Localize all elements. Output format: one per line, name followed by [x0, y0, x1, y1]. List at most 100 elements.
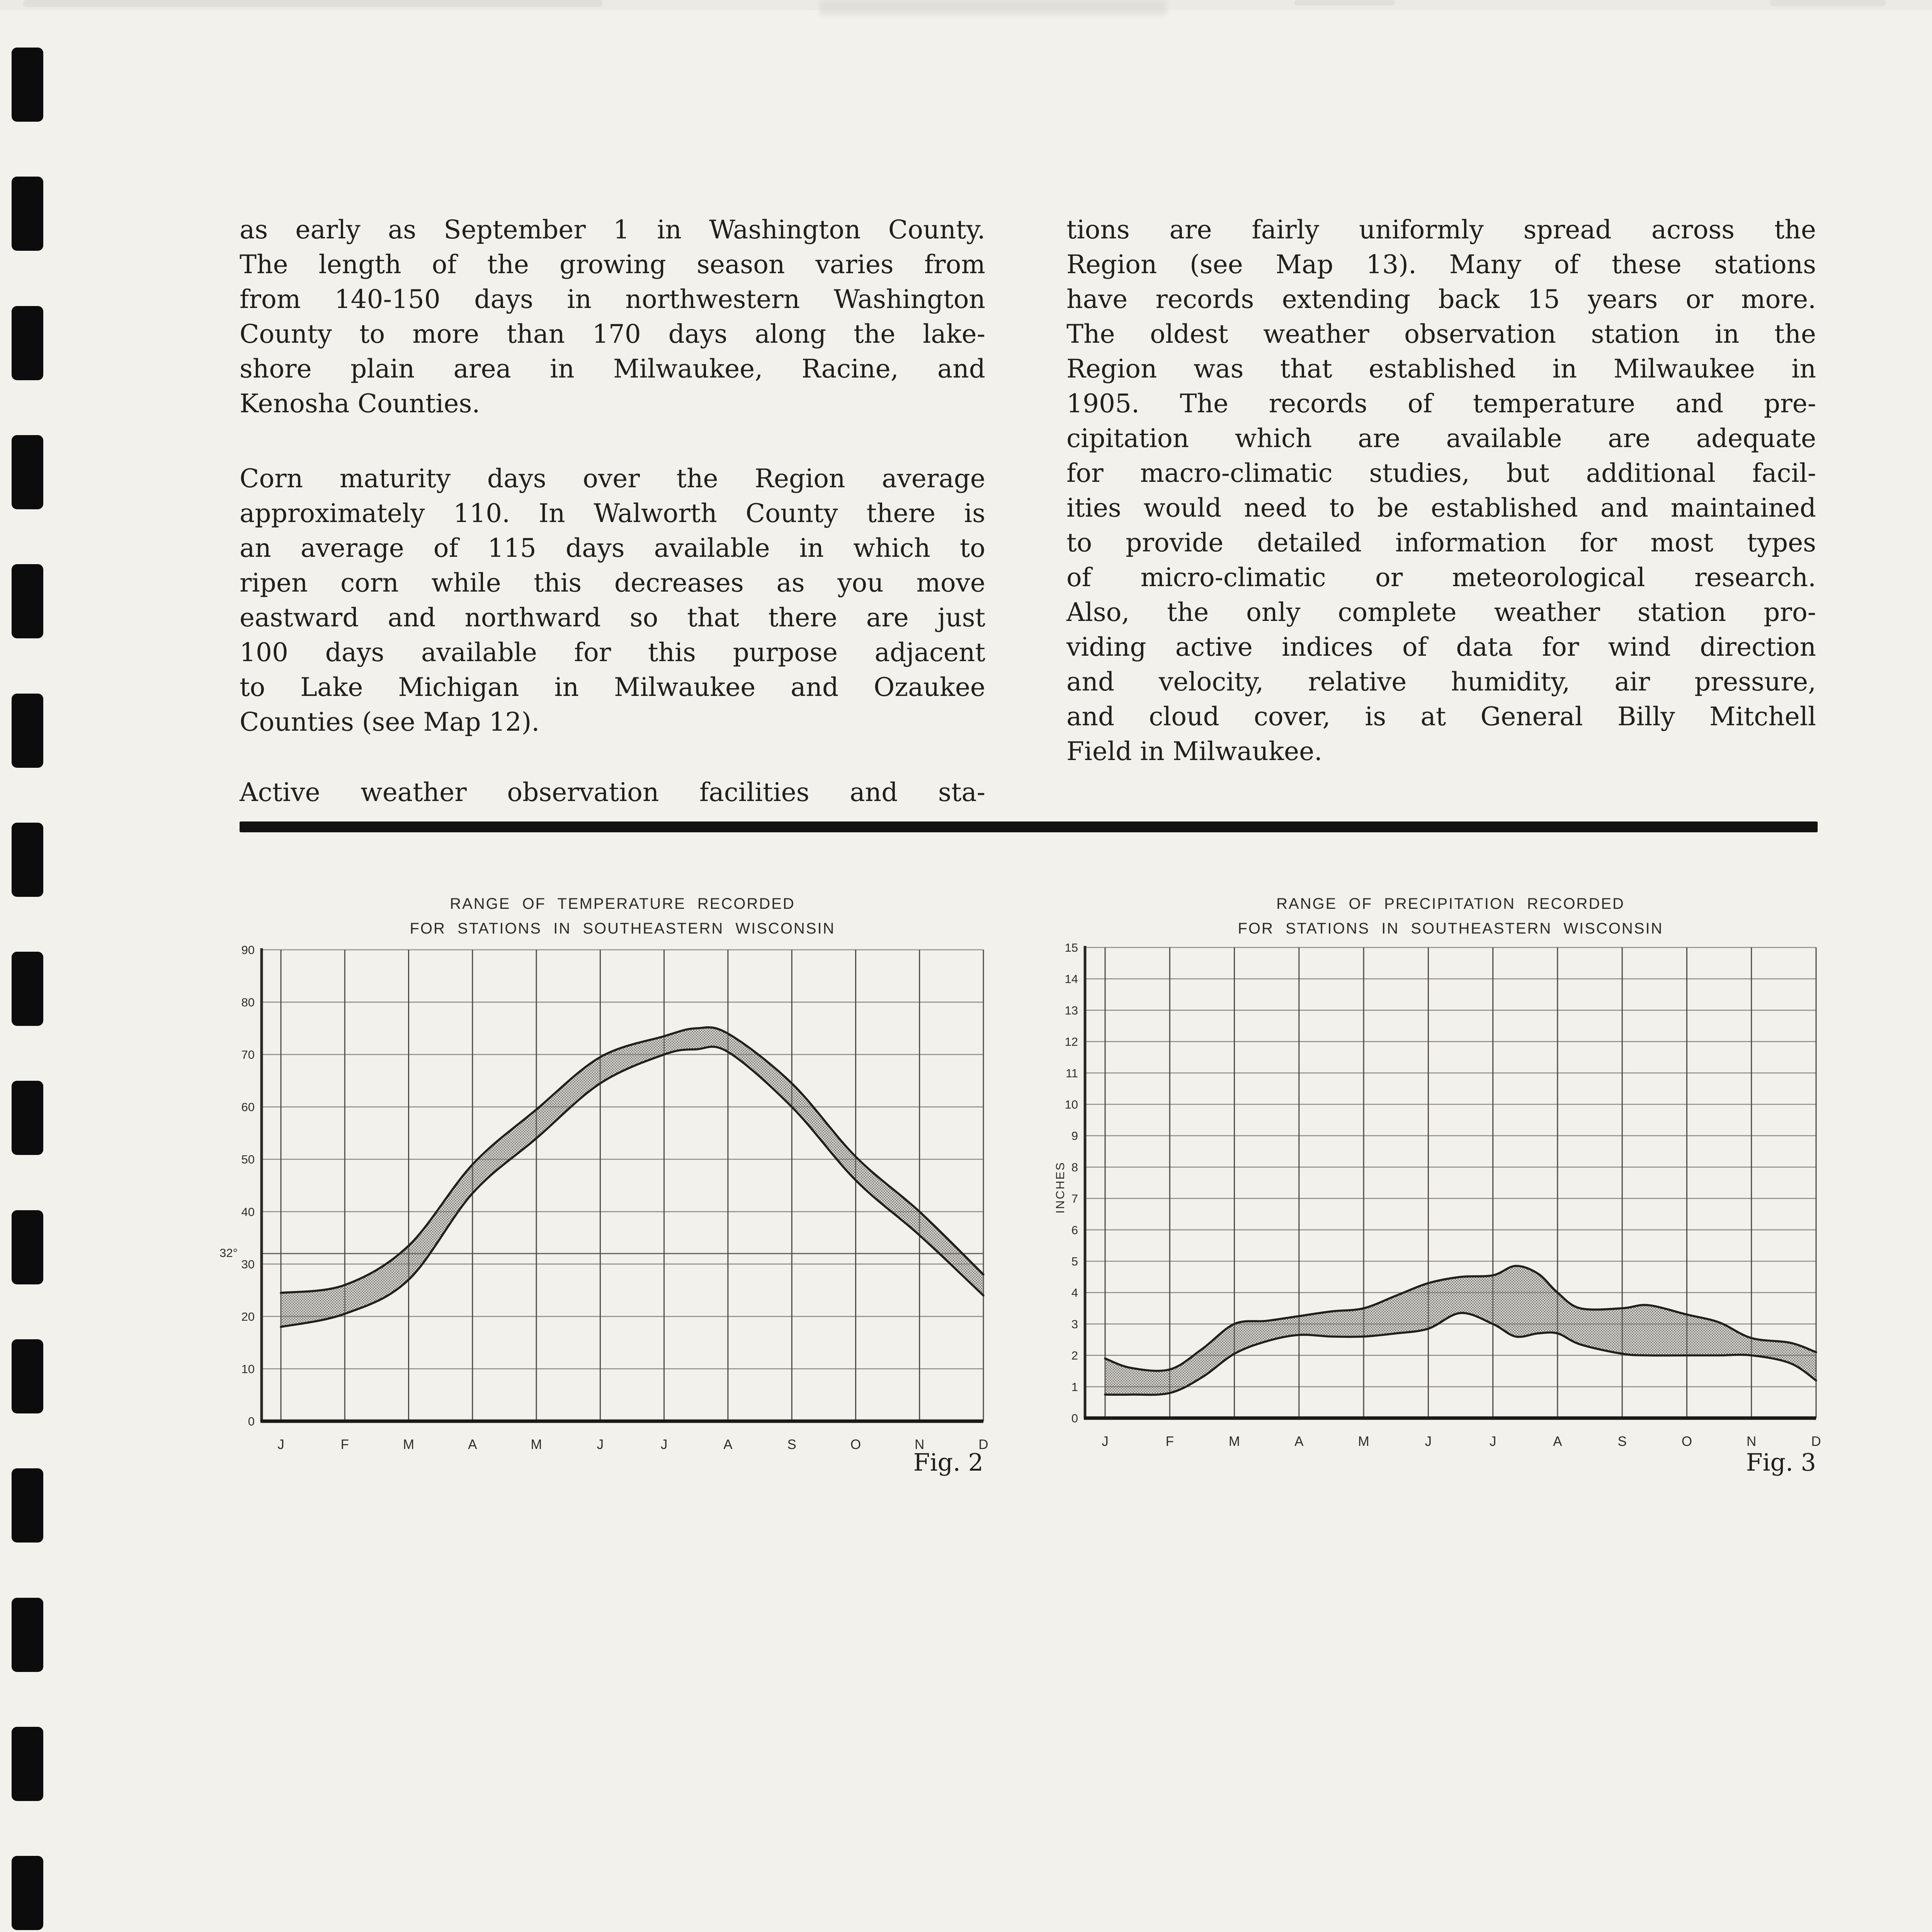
figure-caption-fig3: Fig. 3 [1746, 1448, 1816, 1476]
y-tick-label: 15 [1065, 941, 1078, 954]
scan-smudge [1770, 0, 1886, 6]
y-tick-label: 6 [1071, 1223, 1078, 1237]
range-band-lower-edge [1104, 1312, 1817, 1396]
text-line: Kenosha Counties. [240, 389, 480, 418]
month-label: S [1618, 1434, 1627, 1449]
binding-hole [12, 1210, 43, 1284]
scan-smudge [23, 0, 603, 7]
text-line: for macro-climatic studies, but addition… [1066, 458, 1816, 488]
text-line: as early as September 1 in Washington Co… [240, 215, 985, 245]
text-line: viding active indices of data for wind d… [1066, 632, 1816, 662]
y-tick-label: 20 [242, 1310, 255, 1323]
y-tick-label: 1 [1071, 1380, 1078, 1394]
text-line: 100 days available for this purpose adja… [240, 638, 985, 667]
binding-hole [12, 693, 43, 768]
y-tick-label: 3 [1071, 1317, 1078, 1331]
month-label: S [787, 1437, 796, 1452]
month-label: J [597, 1437, 604, 1452]
y-tick-label: 40 [242, 1205, 255, 1219]
chart-title: RANGE OF PRECIPITATION RECORDED [1276, 895, 1625, 912]
y-tick-label: 12 [1065, 1035, 1078, 1049]
binding-hole [12, 177, 43, 251]
text-line: Corn maturity days over the Region avera… [240, 464, 985, 493]
y-tick-label: 60 [242, 1100, 255, 1114]
left-column: as early as September 1 in Washington Co… [240, 213, 985, 810]
y-tick-label: 4 [1071, 1286, 1078, 1299]
y-tick-label: 5 [1071, 1255, 1078, 1268]
binding-hole [12, 1339, 43, 1413]
range-band-fill [1105, 1266, 1816, 1395]
freezing-line-label: 32° [219, 1246, 238, 1260]
month-label: J [661, 1437, 668, 1452]
text-line: Field in Milwaukee. [1066, 736, 1323, 766]
text-line: shore plain area in Milwaukee, Racine, a… [240, 354, 985, 384]
month-label: M [403, 1437, 414, 1452]
binding-hole [12, 564, 43, 639]
y-tick-label: 13 [1065, 1003, 1078, 1017]
month-label: A [1553, 1434, 1562, 1449]
scan-smudge [1294, 0, 1395, 5]
y-tick-label: 11 [1066, 1066, 1078, 1080]
text-line: approximately 110. In Walworth County th… [240, 498, 985, 528]
paragraph-active-weather: Active weather observation facilities an… [240, 775, 985, 810]
paragraph-growing-season: as early as September 1 in Washington Co… [240, 213, 985, 421]
y-tick-label: 0 [248, 1415, 255, 1428]
range-band-upper-edge [1104, 1265, 1817, 1372]
text-line: The oldest weather observation station i… [1066, 319, 1816, 349]
text-line: Active weather observation facilities an… [240, 777, 985, 807]
month-label: M [1229, 1434, 1240, 1449]
text-line: Also, the only complete weather station … [1066, 597, 1816, 627]
y-tick-label: 14 [1065, 972, 1078, 986]
y-tick-label: 30 [242, 1257, 255, 1271]
month-label: J [1102, 1434, 1109, 1449]
figure-caption-fig2: Fig. 2 [913, 1448, 983, 1476]
binding-hole [12, 48, 43, 122]
text-line: and velocity, relative humidity, air pre… [1066, 667, 1816, 697]
month-label: J [1490, 1434, 1497, 1449]
section-divider [240, 821, 1818, 832]
paragraph-corn-maturity: Corn maturity days over the Region avera… [240, 461, 985, 740]
scan-smudge [819, 0, 1167, 15]
text-line: to provide detailed information for most… [1066, 528, 1816, 558]
paragraph-stations: tions are fairly uniformly spread across… [1066, 213, 1816, 769]
month-label: D [978, 1437, 988, 1452]
y-tick-label: 9 [1071, 1129, 1078, 1143]
range-band-lower-edge [280, 1046, 985, 1328]
month-label: A [723, 1437, 733, 1452]
month-label: N [915, 1437, 924, 1452]
month-label: J [277, 1437, 284, 1452]
text-line: ripen corn while this decreases as you m… [240, 568, 985, 598]
binding-hole [12, 1597, 43, 1672]
month-label: O [850, 1437, 861, 1452]
text-line: County to more than 170 days along the l… [240, 319, 985, 349]
text-line: cipitation which are available are adequ… [1066, 423, 1816, 453]
y-tick-label: 0 [1071, 1412, 1078, 1425]
month-label: N [1747, 1434, 1756, 1449]
y-tick-label: 90 [242, 943, 255, 957]
binding-hole [12, 1468, 43, 1543]
text-line: Counties (see Map 12). [240, 707, 540, 737]
month-label: A [1294, 1434, 1304, 1449]
chart-subtitle: FOR STATIONS IN SOUTHEASTERN WISCONSIN [1238, 920, 1663, 937]
text-line: eastward and northward so that there are… [240, 603, 985, 633]
month-label: F [341, 1437, 349, 1452]
binding-hole [12, 822, 43, 897]
text-line: ities would need to be established and m… [1066, 493, 1816, 523]
text-line: The length of the growing season varies … [240, 250, 985, 279]
text-line: to Lake Michigan in Milwaukee and Ozauke… [240, 672, 985, 702]
binding-hole [12, 1081, 43, 1155]
y-tick-label: 10 [242, 1362, 255, 1376]
month-label: O [1682, 1434, 1692, 1449]
binding-hole [12, 952, 43, 1026]
chart-title: RANGE OF TEMPERATURE RECORDED [450, 895, 795, 912]
y-tick-label: 10 [1065, 1098, 1078, 1111]
binding-hole [12, 1726, 43, 1801]
binding-hole [12, 306, 43, 380]
binding-hole [12, 435, 43, 509]
month-label: F [1166, 1434, 1174, 1449]
text-line: Region (see Map 13). Many of these stati… [1066, 250, 1816, 279]
y-tick-label: 8 [1071, 1160, 1078, 1174]
range-band-upper-edge [280, 1026, 985, 1294]
